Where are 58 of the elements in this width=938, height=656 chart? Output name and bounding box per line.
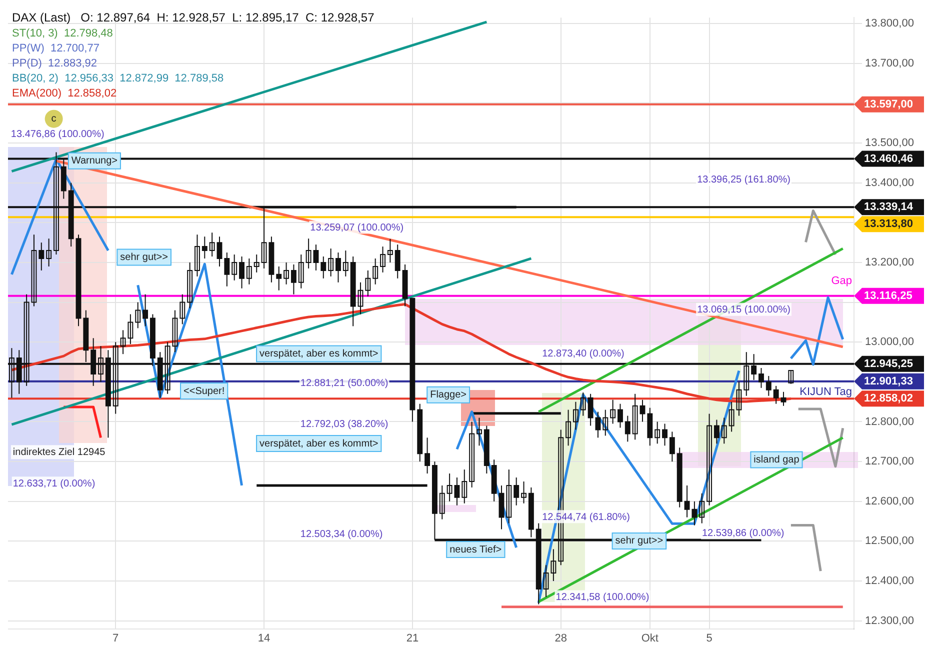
x-tick-label: 5 [706, 632, 712, 644]
ref-line-label: 13.339,14 [864, 201, 914, 214]
y-tick-label: 12.400,00 [865, 575, 914, 588]
y-tick-label: 13.400,00 [865, 176, 914, 189]
chart-title: DAX (Last) [12, 10, 71, 24]
annotation: 12.873,40 (0.00%) [542, 348, 624, 360]
annotation: BB(20, 2) 12.956,33 12.872,99 12.789,58 [12, 72, 224, 85]
annotation: 12.792,03 (38.20%) [300, 419, 388, 430]
annotation: Flagge> [430, 390, 467, 401]
annotation: 13.476,86 (100.00%) [10, 128, 104, 140]
annotation: Gap [831, 275, 852, 288]
annotation: 12.341,58 (100.00%) [556, 592, 650, 604]
annotation: neues Tief> [450, 544, 502, 556]
annotation: PP(D) 12.883,92 [12, 58, 97, 70]
y-tick-label: 13.700,00 [865, 57, 914, 70]
y-tick-label: 12.500,00 [865, 535, 914, 548]
x-tick-label: Okt [641, 632, 658, 644]
annotation: verspätet, aber es kommt> [260, 348, 378, 360]
annotation: 12.881,21 (50.00%) [300, 378, 388, 390]
annotation: Warnung> [71, 156, 118, 167]
ref-line-label: 12.901,33 [864, 375, 913, 388]
x-tick-label: 28 [554, 632, 567, 644]
x-tick-label: 7 [112, 632, 119, 644]
annotation: <<Super! [184, 386, 225, 397]
annotation: PP(W) 12.700,77 [12, 42, 100, 55]
chart-subtitle: O: 12.897,64 H: 12.928,57 L: 12.895,17 C: 12.928,57 [80, 10, 375, 24]
annotation: ST(10, 3) 12.798,48 [12, 28, 113, 40]
annotation: 13.396,25 (161.80%) [697, 174, 790, 186]
annotation: 12.539,86 (0.00%) [702, 528, 784, 540]
y-tick-label: 12.800,00 [865, 416, 914, 428]
annotation: 13.069,15 (100.00%) [697, 304, 790, 316]
ref-line-label: 13.597,00 [864, 98, 913, 110]
x-tick-label: 21 [406, 632, 419, 644]
y-tick-label: 12.700,00 [865, 456, 914, 468]
annotation: sehr gut>> [120, 252, 168, 264]
annotation: island gap [754, 454, 800, 466]
ref-line-label: 13.116,25 [864, 290, 912, 302]
y-tick-label: 13.500,00 [865, 137, 914, 150]
annotation: KIJUN Tag [800, 386, 852, 398]
ref-line-label: 13.460,46 [864, 152, 913, 165]
ref-line-label: 13.313,80 [864, 218, 913, 230]
ref-line-label: 12.945,25 [864, 358, 913, 370]
annotation: indirektes Ziel 12945 [12, 446, 106, 458]
annotation: 13.259,07 (100.00%) [310, 222, 404, 234]
y-tick-label: 13.000,00 [865, 336, 914, 348]
y-tick-label: 12.300,00 [865, 614, 914, 627]
ref-line-label: 12.858,02 [864, 392, 913, 405]
annotation: sehr gut>> [615, 536, 664, 547]
y-tick-label: 12.600,00 [865, 495, 914, 508]
annotation: 12.633,71 (0.00%) [12, 478, 96, 490]
x-tick-label: 14 [258, 632, 270, 644]
annotation: verspätet, aber es kommt> [260, 438, 378, 450]
annotation: 12.503,34 (0.00%) [300, 529, 383, 540]
y-tick-label: 13.800,00 [865, 18, 914, 30]
annotation: EMA(200) 12.858,02 [12, 88, 117, 100]
y-tick-label: 13.200,00 [865, 256, 914, 269]
annotation: 12.544,74 (61.80%) [542, 512, 630, 523]
annotation: c [51, 114, 56, 125]
